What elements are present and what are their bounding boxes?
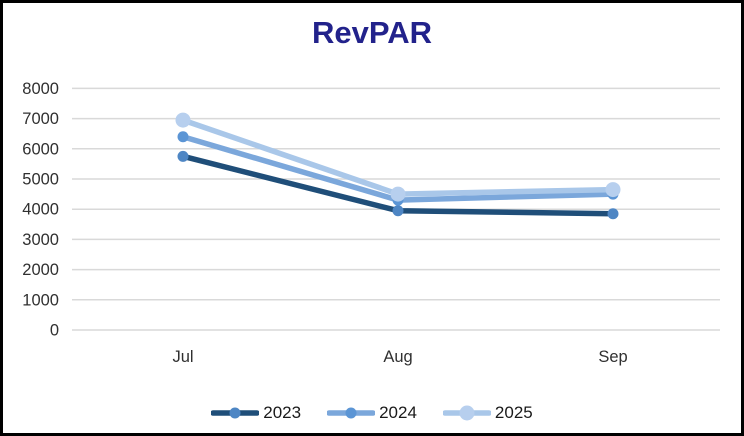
legend-label: 2025 [494, 403, 533, 422]
y-tick-label: 3000 [22, 231, 59, 249]
x-tick-label: Aug [383, 348, 412, 366]
y-tick-label: 6000 [22, 140, 59, 158]
data-point-marker-2024 [177, 131, 189, 143]
y-tick-label: 0 [50, 322, 59, 340]
data-point-marker-2025 [175, 112, 191, 128]
line-chart-plot: 0 1000 2000 3000 4000 5000 6000 7000 8000 Jul Aug S… [22, 80, 720, 366]
data-point-marker-2025 [605, 182, 621, 198]
legend-item-2025: 2025 [442, 403, 533, 423]
legend-swatch-icon [442, 405, 491, 421]
legend-swatch-icon [327, 407, 376, 419]
data-point-marker-2023 [607, 208, 619, 220]
y-tick-label: 4000 [22, 201, 59, 219]
data-point-marker-2025 [390, 186, 406, 202]
data-point-marker-2023 [177, 150, 189, 162]
y-tick-label: 7000 [22, 110, 59, 128]
legend-label: 2024 [379, 403, 417, 422]
x-tick-label: Jul [172, 348, 193, 366]
legend-swatch-icon [211, 407, 260, 419]
y-tick-label: 2000 [22, 261, 59, 279]
y-tick-label: 8000 [22, 80, 59, 98]
y-tick-label: 5000 [22, 171, 59, 189]
legend-item-2024: 2024 [327, 403, 417, 423]
legend-label: 2023 [263, 403, 302, 422]
data-point-marker-2023 [392, 205, 404, 217]
chart-title: RevPAR [311, 15, 433, 50]
legend: 2023 2024 2025 [3, 403, 741, 423]
y-tick-label: 1000 [22, 291, 59, 309]
x-tick-label: Sep [598, 348, 627, 366]
legend-item-2023: 2023 [211, 403, 301, 423]
